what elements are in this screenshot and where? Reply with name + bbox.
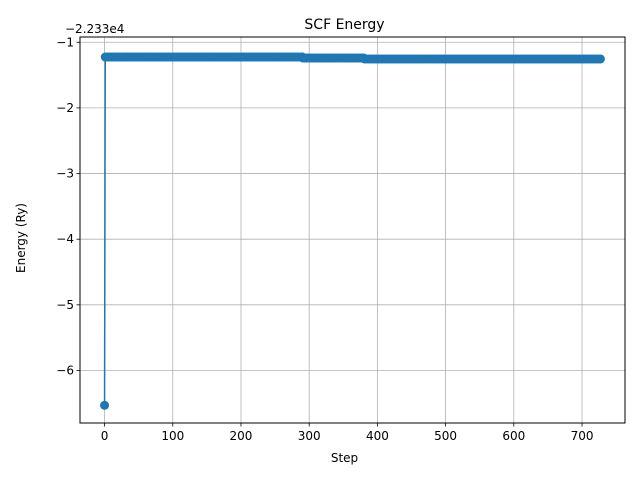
y-tick-label: −5: [56, 298, 74, 312]
x-tick-label: 600: [502, 429, 525, 443]
x-tick-label: 0: [101, 429, 109, 443]
plot-frame: [79, 36, 626, 424]
data-point: [595, 54, 605, 64]
y-tick-label: −1: [56, 35, 74, 49]
x-tick-label: 500: [434, 429, 457, 443]
y-tick-label: −3: [56, 167, 74, 181]
y-axis-ticks: −6 −5 −4 −3 −2 −1: [56, 35, 80, 377]
y-tick-label: −4: [56, 232, 74, 246]
x-tick-label: 300: [298, 429, 321, 443]
series-markers: [100, 52, 605, 410]
data-point: [100, 400, 110, 410]
x-tick-label: 100: [161, 429, 184, 443]
x-axis-label: Step: [331, 451, 358, 465]
x-tick-label: 700: [571, 429, 594, 443]
y-axis-label: Energy (Ry): [14, 203, 28, 273]
chart-title: SCF Energy: [304, 17, 384, 33]
x-axis-ticks: 0 100 200 300 400 500 600 700: [101, 423, 594, 443]
x-tick-label: 200: [230, 429, 253, 443]
series-layer: [100, 52, 605, 410]
x-tick-label: 400: [366, 429, 389, 443]
y-tick-label: −2: [56, 101, 74, 115]
y-tick-label: −6: [56, 363, 74, 377]
grid: [80, 37, 625, 423]
y-offset-label: −2.233e4: [65, 22, 124, 36]
